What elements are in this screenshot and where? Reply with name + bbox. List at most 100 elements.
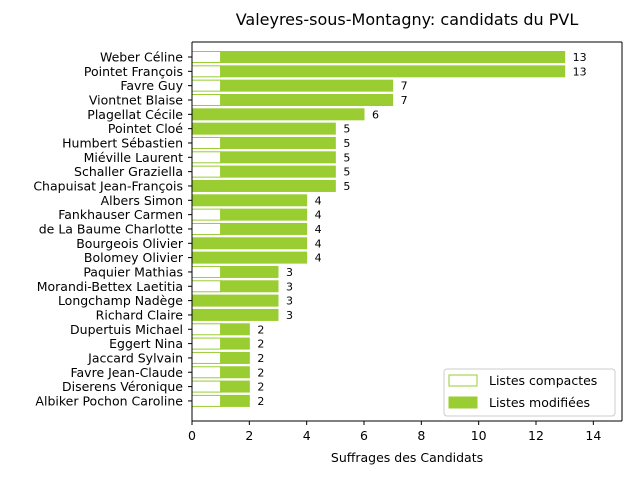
bar-value-label: 4 — [315, 209, 322, 222]
bar-compactes-favre-jean-claude — [191, 366, 222, 379]
bar-value-label: 7 — [401, 80, 408, 93]
category-label: Chapuisat Jean-François — [33, 178, 183, 193]
bar-modifiees-de-la-baume-charlotte — [220, 222, 308, 235]
bar-compactes-schaller-graziella — [191, 165, 222, 178]
bar-modifiees-albers-simon — [191, 194, 308, 207]
bar-modifiees-pointet-francois — [220, 65, 566, 78]
x-tick-label: 14 — [585, 428, 601, 443]
category-label: Jaccard Sylvain — [87, 350, 183, 365]
x-tick-label: 4 — [303, 428, 311, 443]
category-label: Albiker Pochon Caroline — [35, 393, 183, 408]
category-label: Albers Simon — [101, 193, 183, 208]
bar-value-label: 2 — [257, 323, 264, 336]
bar-value-label: 3 — [286, 309, 293, 322]
bar-compactes-eggert-nina — [191, 337, 222, 350]
bar-value-label: 3 — [286, 266, 293, 279]
bar-value-label: 4 — [315, 252, 322, 265]
bar-value-label: 2 — [257, 352, 264, 365]
category-label: Richard Claire — [96, 307, 184, 322]
bar-value-label: 5 — [343, 180, 350, 193]
bar-modifiees-mieville-laurent — [220, 151, 336, 164]
bar-value-label: 2 — [257, 395, 264, 408]
bar-modifiees-favre-jean-claude — [220, 366, 250, 379]
category-label: de La Baume Charlotte — [39, 221, 184, 236]
category-label: Favre Jean-Claude — [70, 365, 183, 380]
category-label: Plagellat Cécile — [87, 107, 183, 122]
category-label: Schaller Graziella — [74, 164, 183, 179]
bar-modifiees-pointet-cloe — [191, 122, 336, 135]
bar-compactes-de-la-baume-charlotte — [191, 222, 222, 235]
x-axis-label: Suffrages des Candidats — [331, 450, 483, 465]
x-tick-label: 12 — [528, 428, 544, 443]
bar-modifiees-viontnet-blaise — [220, 93, 394, 106]
bar-compactes-albiker-pochon-caroline — [191, 394, 222, 407]
category-label: Paquier Mathias — [83, 264, 183, 279]
x-tick-label: 6 — [360, 428, 368, 443]
bar-value-label: 3 — [286, 295, 293, 308]
legend-frame — [443, 368, 616, 417]
bar-compactes-morandi-bettex-laetitia — [191, 280, 222, 293]
category-label: Weber Céline — [100, 50, 183, 65]
bar-value-label: 5 — [343, 151, 350, 164]
bar-modifiees-morandi-bettex-laetitia — [220, 280, 279, 293]
bar-value-label: 4 — [315, 223, 322, 236]
bar-modifiees-humbert-sebastien — [220, 136, 336, 149]
category-label: Longchamp Nadège — [58, 293, 183, 308]
category-label: Diserens Véronique — [62, 379, 183, 394]
bar-modifiees-albiker-pochon-caroline — [220, 394, 250, 407]
bar-value-label: 2 — [257, 366, 264, 379]
bar-modifiees-favre-guy — [220, 79, 394, 92]
bar-value-label: 6 — [372, 108, 379, 121]
bar-modifiees-jaccard-sylvain — [220, 351, 250, 364]
bar-value-label: 13 — [573, 51, 587, 64]
bar-value-label: 2 — [257, 381, 264, 394]
legend: Listes compactes Listes modifiées — [443, 368, 616, 417]
bar-compactes-jaccard-sylvain — [191, 351, 222, 364]
bar-modifiees-longchamp-nadege — [191, 294, 279, 307]
category-label: Pointet Cloé — [108, 121, 183, 136]
legend-swatch-compactes — [448, 374, 478, 387]
category-label: Humbert Sébastien — [62, 135, 183, 150]
bar-modifiees-dupertuis-michael — [220, 323, 250, 336]
bar-value-label: 13 — [573, 65, 587, 78]
bar-modifiees-weber-celine — [220, 51, 566, 63]
bar-compactes-dupertuis-michael — [191, 323, 222, 336]
bar-modifiees-eggert-nina — [220, 337, 250, 350]
bar-compactes-humbert-sebastien — [191, 136, 222, 149]
bar-value-label: 5 — [343, 123, 350, 136]
bar-compactes-viontnet-blaise — [191, 93, 222, 106]
bar-compactes-pointet-francois — [191, 65, 222, 78]
category-label: Fankhauser Carmen — [58, 207, 183, 222]
bar-compactes-diserens-veronique — [191, 380, 222, 393]
bar-modifiees-fankhauser-carmen — [220, 208, 308, 221]
bar-value-label: 5 — [343, 137, 350, 150]
category-label: Viontnet Blaise — [89, 92, 183, 107]
legend-label-modifiees: Listes modifiées — [489, 395, 590, 410]
bar-modifiees-bourgeois-olivier — [191, 237, 308, 250]
bar-value-label: 7 — [401, 94, 408, 107]
bar-modifiees-paquier-mathias — [220, 265, 279, 278]
bar-modifiees-richard-claire — [191, 308, 279, 321]
bar-compactes-paquier-mathias — [191, 265, 222, 278]
chart-title: Valeyres-sous-Montagny: candidats du PVL — [236, 10, 579, 29]
bar-modifiees-diserens-veronique — [220, 380, 250, 393]
bar-compactes-weber-celine — [191, 51, 222, 63]
category-label: Miéville Laurent — [84, 150, 183, 165]
bar-value-label: 3 — [286, 280, 293, 293]
x-tick-label: 8 — [417, 428, 425, 443]
bar-modifiees-plagellat-cecile — [191, 108, 365, 121]
category-label: Morandi-Bettex Laetitia — [37, 279, 183, 294]
bar-modifiees-chapuisat-jean-francois — [191, 179, 336, 192]
legend-label-compactes: Listes compactes — [489, 373, 597, 388]
bar-value-label: 2 — [257, 338, 264, 351]
category-label: Bourgeois Olivier — [76, 236, 184, 251]
x-tick-label: 2 — [245, 428, 253, 443]
category-label: Dupertuis Michael — [70, 322, 183, 337]
bar-modifiees-schaller-graziella — [220, 165, 336, 178]
bar-compactes-fankhauser-carmen — [191, 208, 222, 221]
bar-modifiees-bolomey-olivier — [191, 251, 308, 264]
category-label: Bolomey Olivier — [84, 250, 184, 265]
category-label: Pointet François — [84, 64, 183, 79]
